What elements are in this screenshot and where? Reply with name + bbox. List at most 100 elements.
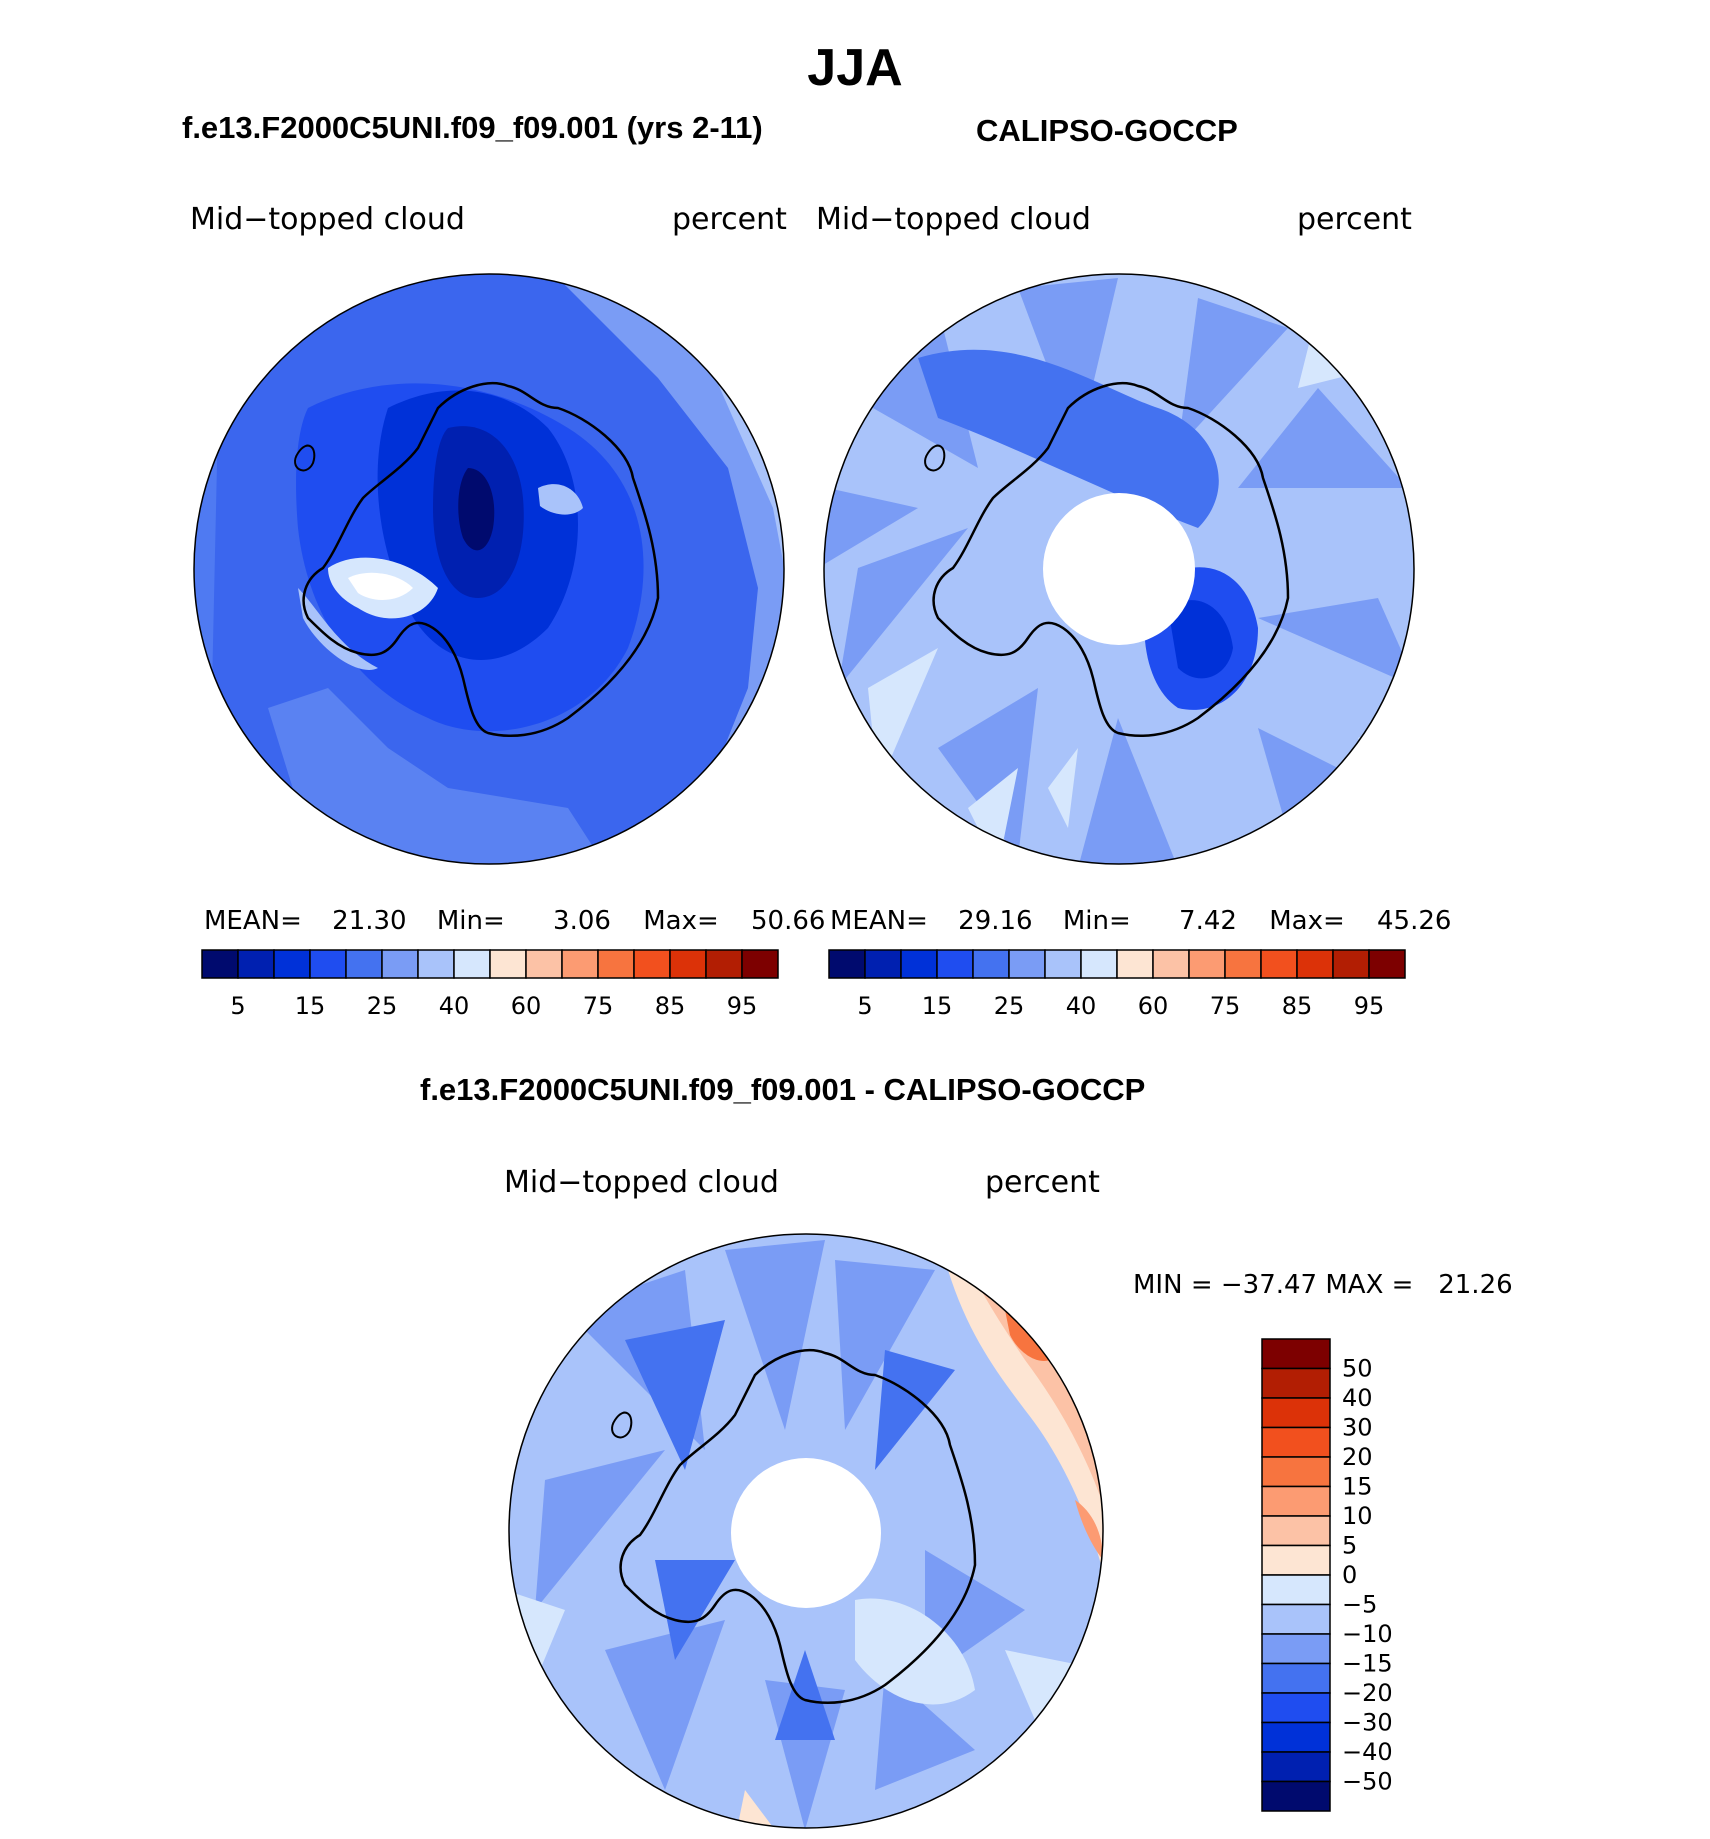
model-colorbar: 5 15 25 40 60 75 85 95 xyxy=(201,949,779,1020)
obs-colorbar-swatch-3 xyxy=(936,949,974,979)
obs-colorbar-tick-label: 60 xyxy=(1138,992,1169,1020)
diff-colorbar-swatch-10 xyxy=(1261,1633,1331,1665)
model-min-label: Min= xyxy=(436,906,505,936)
obs-min-label: Min= xyxy=(1062,906,1131,936)
diff-colorbar-swatch-2 xyxy=(1261,1397,1331,1429)
obs-colorbar: 5 15 25 40 60 75 85 95 xyxy=(828,949,1406,1020)
model-colorbar-swatch-6 xyxy=(417,949,455,979)
diff-colorbar-tick-label: 40 xyxy=(1342,1384,1373,1412)
obs-max-value: 45.26 xyxy=(1377,906,1452,936)
diff-colorbar-swatch-6 xyxy=(1261,1515,1331,1547)
diff-colorbar-swatch-7 xyxy=(1261,1544,1331,1576)
diff-colorbar-tick-label: 50 xyxy=(1342,1355,1373,1383)
obs-colorbar-tick-label: 95 xyxy=(1354,992,1385,1020)
obs-colorbar-tick-label: 25 xyxy=(994,992,1025,1020)
diff-units-label: percent xyxy=(985,1165,1100,1200)
obs-colorbar-tick-label: 5 xyxy=(857,992,872,1020)
diff-colorbar-swatch-11 xyxy=(1261,1662,1331,1694)
model-colorbar-swatch-11 xyxy=(597,949,635,979)
obs-units-label: percent xyxy=(1297,202,1412,237)
diff-colorbar-swatch-4 xyxy=(1261,1456,1331,1488)
diff-colorbar-tick-label: 20 xyxy=(1342,1443,1373,1471)
diff-colorbar-swatch-15 xyxy=(1261,1780,1331,1812)
obs-colorbar-swatch-1 xyxy=(864,949,902,979)
model-colorbar-tick-label: 95 xyxy=(727,992,758,1020)
model-panel-title: f.e13.F2000C5UNI.f09_f09.001 (yrs 2-11) xyxy=(182,110,763,145)
diff-colorbar-tick-label: −50 xyxy=(1342,1768,1393,1796)
obs-min-value: 7.42 xyxy=(1179,906,1237,936)
diff-colorbar-tick-label: −5 xyxy=(1342,1591,1377,1619)
obs-colorbar-tick-label: 40 xyxy=(1066,992,1097,1020)
obs-colorbar-swatch-2 xyxy=(900,949,938,979)
obs-colorbar-swatch-14 xyxy=(1332,949,1370,979)
model-colorbar-swatch-10 xyxy=(561,949,599,979)
model-colorbar-swatch-9 xyxy=(525,949,563,979)
diff-colorbar-tick-label: 10 xyxy=(1342,1502,1373,1530)
model-mean-label: MEAN= xyxy=(204,906,302,936)
diff-colorbar-swatch-3 xyxy=(1261,1426,1331,1458)
model-colorbar-swatch-2 xyxy=(273,949,311,979)
model-colorbar-tick-label: 25 xyxy=(367,992,398,1020)
diff-colorbar-tick-label: 15 xyxy=(1342,1473,1373,1501)
obs-colorbar-swatch-6 xyxy=(1044,949,1082,979)
model-colorbar-swatch-14 xyxy=(705,949,743,979)
diff-colorbar-tick-label: −30 xyxy=(1342,1709,1393,1737)
obs-max-label: Max= xyxy=(1269,906,1345,936)
model-colorbar-tick-label: 15 xyxy=(295,992,326,1020)
model-colorbar-swatch-8 xyxy=(489,949,527,979)
obs-stats: MEAN= 29.16 Min= 7.42 Max= 45.26 xyxy=(830,906,1451,936)
antarctica-coastline-obs xyxy=(932,382,1290,737)
obs-variable-label: Mid−topped cloud xyxy=(816,202,1091,237)
model-colorbar-swatch-3 xyxy=(309,949,347,979)
obs-colorbar-swatch-15 xyxy=(1368,949,1406,979)
diff-colorbar-swatch-0 xyxy=(1261,1338,1331,1370)
diff-colorbar-tick-label: 30 xyxy=(1342,1414,1373,1442)
diff-colorbar-tick-label: −15 xyxy=(1342,1650,1393,1678)
diff-colorbar-swatch-14 xyxy=(1261,1751,1331,1783)
model-colorbar-swatch-7 xyxy=(453,949,491,979)
model-colorbar-tick-label: 85 xyxy=(655,992,686,1020)
diff-colorbar-swatch-13 xyxy=(1261,1721,1331,1753)
obs-colorbar-tick-label: 85 xyxy=(1282,992,1313,1020)
diff-variable-label: Mid−topped cloud xyxy=(504,1165,779,1200)
diff-colorbar-swatch-5 xyxy=(1261,1485,1331,1517)
diff-colorbar-swatch-12 xyxy=(1261,1692,1331,1724)
obs-colorbar-swatch-10 xyxy=(1188,949,1226,979)
diff-map xyxy=(508,1233,1104,1829)
model-variable-label: Mid−topped cloud xyxy=(190,202,465,237)
model-units-label: percent xyxy=(672,202,787,237)
diff-colorbar-tick-label: −40 xyxy=(1342,1738,1393,1766)
obs-mean-value: 29.16 xyxy=(958,906,1033,936)
obs-colorbar-tick-label: 75 xyxy=(1210,992,1241,1020)
obs-colorbar-swatch-12 xyxy=(1260,949,1298,979)
season-title: JJA xyxy=(807,39,903,97)
model-colorbar-swatch-1 xyxy=(237,949,275,979)
obs-map xyxy=(823,273,1415,865)
model-colorbar-tick-label: 60 xyxy=(511,992,542,1020)
model-max-value: 50.66 xyxy=(751,906,826,936)
model-colorbar-tick-label: 40 xyxy=(439,992,470,1020)
obs-colorbar-swatch-4 xyxy=(972,949,1010,979)
model-colorbar-swatch-13 xyxy=(669,949,707,979)
obs-colorbar-swatch-11 xyxy=(1224,949,1262,979)
obs-mean-label: MEAN= xyxy=(830,906,928,936)
model-colorbar-tick-label: 5 xyxy=(230,992,245,1020)
obs-colorbar-swatch-13 xyxy=(1296,949,1334,979)
model-max-label: Max= xyxy=(643,906,719,936)
model-min-value: 3.06 xyxy=(553,906,611,936)
obs-colorbar-swatch-7 xyxy=(1080,949,1118,979)
model-map xyxy=(193,273,785,865)
model-colorbar-tick-label: 75 xyxy=(583,992,614,1020)
diff-stats: MIN = −37.47 MAX = 21.26 xyxy=(1133,1270,1513,1300)
diff-colorbar-swatch-8 xyxy=(1261,1574,1331,1606)
diff-colorbar-swatch-1 xyxy=(1261,1367,1331,1399)
diff-colorbar-tick-label: −20 xyxy=(1342,1679,1393,1707)
model-colorbar-swatch-15 xyxy=(741,949,779,979)
obs-colorbar-swatch-0 xyxy=(828,949,866,979)
model-stats: MEAN= 21.30 Min= 3.06 Max= 50.66 xyxy=(204,906,825,936)
obs-panel-title: CALIPSO-GOCCP xyxy=(976,113,1238,148)
model-colorbar-swatch-5 xyxy=(381,949,419,979)
obs-colorbar-swatch-9 xyxy=(1152,949,1190,979)
obs-colorbar-swatch-8 xyxy=(1116,949,1154,979)
